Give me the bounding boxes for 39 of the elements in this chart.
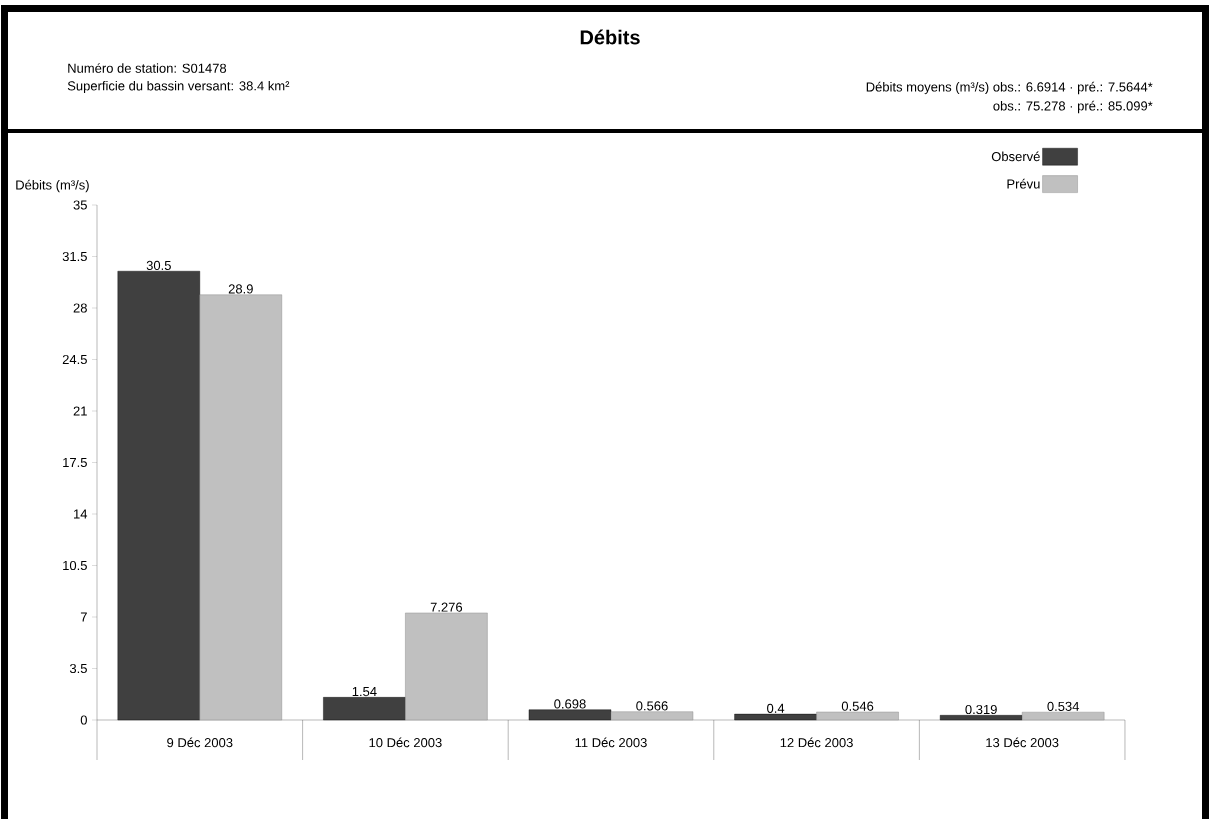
y-tick-label: 0 <box>80 715 87 725</box>
chart-title: Débits <box>580 29 640 45</box>
data-label: 0.4 <box>767 703 785 713</box>
y-tick-label: 14 <box>74 509 88 519</box>
text: Numéro de station: S01478 <box>68 63 227 73</box>
y-tick-label: 21 <box>73 406 87 416</box>
data-label: 0.546 <box>841 701 874 711</box>
legend-label: Prévu <box>1007 178 1040 189</box>
text: obs.: 75.278 · pré.: 85.099* <box>993 100 1153 114</box>
y-tick-label: 3.5 <box>69 663 87 674</box>
bar <box>405 612 488 721</box>
x-tick-label: 11 Déc 2003 <box>575 737 647 748</box>
bar <box>816 711 899 721</box>
data-label: 0.566 <box>636 701 668 711</box>
y-tick-label: 28 <box>73 303 87 313</box>
y-tick-label: 31.5 <box>62 251 87 262</box>
x-tick-label: 12 Déc 2003 <box>780 737 853 748</box>
x-tick-label: 10 Déc 2003 <box>369 737 442 748</box>
y-tick-label: 7 <box>80 612 87 622</box>
text: Débits moyens (m³/s) obs.: 6.6914 · pré.: 7.5644* <box>866 81 1153 95</box>
x-tick-label: 13 Déc 2003 <box>986 737 1059 748</box>
bar <box>610 711 694 721</box>
x-tick-label: 9 Déc 2003 <box>167 737 233 748</box>
data-label: 7.276 <box>430 602 463 612</box>
data-label: 0.698 <box>554 699 586 709</box>
y-tick-label: 35 <box>73 200 87 210</box>
bar <box>199 294 282 721</box>
y-tick-label: 17.5 <box>63 457 87 468</box>
data-label: 0.534 <box>1047 701 1080 711</box>
legend-label: Observé <box>991 151 1040 162</box>
bar <box>1021 711 1105 721</box>
data-label: 1.54 <box>352 687 377 697</box>
y-tick-label: 24.5 <box>62 354 87 365</box>
text: Superficie du bassin versant: 38.4 km² <box>67 80 290 94</box>
data-label: 30.5 <box>146 260 171 271</box>
data-label: 28.9 <box>228 284 253 294</box>
y-axis-title: Débits (m³/s) <box>16 179 89 193</box>
data-label: 0.319 <box>965 704 997 715</box>
y-tick-label: 10.5 <box>63 560 87 571</box>
